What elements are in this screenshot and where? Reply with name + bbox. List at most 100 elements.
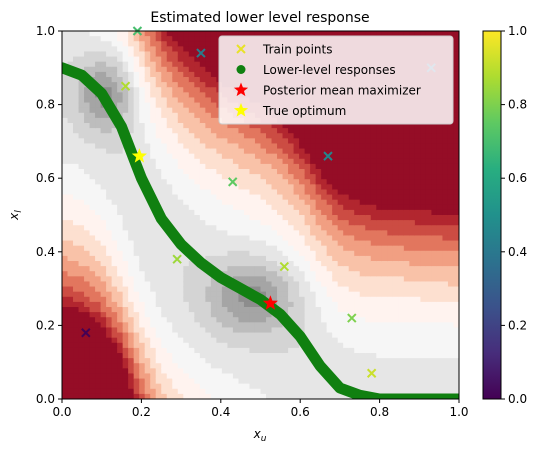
contour-cell [188,383,195,390]
contour-cell [304,179,311,185]
contour-cell [177,174,184,180]
contour-cell [150,184,157,191]
contour-cell [442,143,449,150]
contour-cell [277,153,284,160]
contour-cell [337,179,344,185]
contour-cell [73,261,80,267]
contour-cell [95,128,102,134]
contour-cell [67,342,74,349]
contour-cell [343,128,350,134]
contour-cell [84,92,91,99]
contour-cell [177,220,184,226]
contour-cell [425,342,433,349]
contour-cell [365,281,372,288]
contour-cell [381,327,388,334]
contour-cell [78,281,85,288]
contour-cell [277,261,284,267]
contour-cell [232,373,240,380]
contour-cell [199,286,206,293]
contour-cell [337,245,344,252]
contour-cell [243,174,251,180]
contour-cell [277,204,284,211]
contour-cell [172,204,179,211]
contour-cell [414,163,422,170]
contour-cell [299,368,306,375]
contour-cell [139,296,146,303]
contour-cell [111,225,118,231]
contour-cell [271,31,278,37]
contour-cell [194,383,201,390]
contour-cell [249,250,256,257]
contour-cell [310,276,317,283]
contour-cell [343,220,350,226]
contour-cell [139,266,146,272]
contour-cell [166,148,173,155]
contour-cell [398,388,405,395]
contour-cell [199,163,206,170]
contour-cell [332,245,339,252]
contour-cell [414,271,422,277]
contour-cell [321,250,328,257]
contour-cell [205,286,212,293]
contour-cell [117,199,124,206]
contour-cell [188,133,195,139]
contour-cell [144,36,151,42]
contour-cell [288,189,295,196]
contour-cell [398,194,405,201]
contour-cell [436,307,444,313]
contour-cell [133,266,140,272]
contour-cell [177,261,184,267]
contour-cell [194,31,201,37]
contour-cell [409,31,416,37]
contour-cell [249,153,256,160]
contour-cell [266,143,273,150]
contour-cell [89,358,96,364]
contour-cell [232,128,240,134]
contour-cell [288,276,295,283]
contour-cell [73,358,80,364]
contour-cell [172,117,179,124]
contour-cell [95,123,102,129]
contour-cell [144,322,151,329]
contour-cell [122,225,129,231]
contour-cell [150,174,157,180]
contour-cell [117,163,124,170]
contour-cell [243,184,251,191]
contour-cell [260,317,267,323]
contour-cell [293,240,300,247]
contour-cell [293,148,300,155]
contour-cell [210,174,217,180]
contour-cell [122,66,129,73]
contour-cell [62,215,69,221]
contour-cell [84,322,91,329]
contour-cell [310,128,317,134]
contour-cell [425,215,433,221]
contour-cell [188,97,195,104]
contour-cell [304,373,311,380]
contour-cell [172,286,179,293]
contour-cell [304,174,311,180]
contour-cell [227,143,234,150]
contour-cell [216,138,223,145]
contour-cell [315,220,322,226]
contour-cell [166,215,173,221]
contour-cell [122,332,129,339]
contour-cell [243,301,251,308]
contour-cell [62,133,69,139]
contour-cell [321,342,328,349]
contour-cell [254,209,262,216]
contour-cell [436,240,444,247]
contour-cell [304,215,311,221]
contour-cell [326,388,333,395]
contour-cell [243,276,251,283]
contour-cell [332,215,339,221]
contour-cell [139,240,146,247]
contour-cell [359,31,366,37]
contour-cell [254,174,262,180]
contour-cell [310,286,317,293]
contour-cell [387,337,394,344]
contour-cell [95,163,102,170]
contour-cell [172,153,179,160]
contour-cell [288,138,295,145]
contour-cell [299,179,306,185]
